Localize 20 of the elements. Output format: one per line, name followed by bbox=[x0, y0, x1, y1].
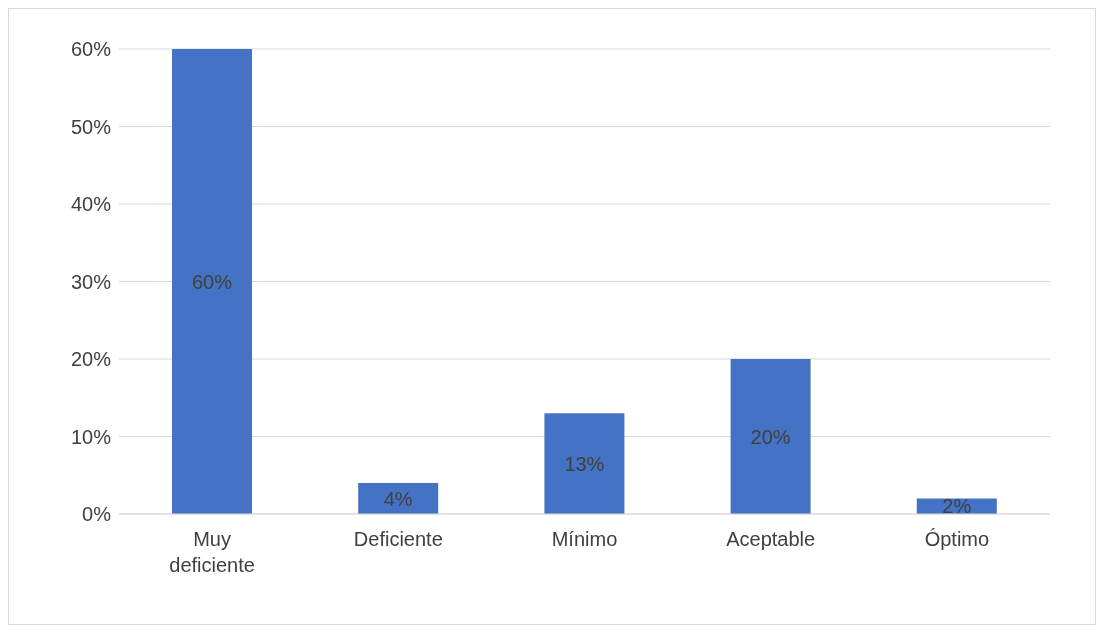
y-tick-label: 10% bbox=[70, 425, 112, 448]
data-label: 4% bbox=[383, 487, 413, 510]
bar bbox=[172, 49, 252, 514]
y-tick-label: 20% bbox=[70, 348, 112, 371]
bar bbox=[730, 359, 811, 514]
x-tick-label: Mínimo bbox=[551, 528, 618, 550]
y-tick-label: 40% bbox=[70, 193, 112, 216]
data-label: 13% bbox=[564, 452, 605, 475]
y-tick-label: 0% bbox=[82, 503, 112, 526]
y-tick-label: 30% bbox=[70, 270, 112, 293]
data-label: 2% bbox=[942, 495, 972, 518]
data-label: 60% bbox=[191, 270, 233, 293]
bar bbox=[544, 413, 625, 514]
y-tick-label: 50% bbox=[70, 115, 112, 138]
x-tick-label: Deficiente bbox=[353, 528, 443, 550]
x-tick-label: Aceptable bbox=[726, 528, 816, 550]
y-tick-label: 60% bbox=[70, 38, 112, 61]
data-label: 20% bbox=[750, 425, 791, 448]
x-tick-label: Muy deficiente bbox=[169, 528, 255, 576]
x-tick-label: Óptimo bbox=[924, 528, 990, 550]
